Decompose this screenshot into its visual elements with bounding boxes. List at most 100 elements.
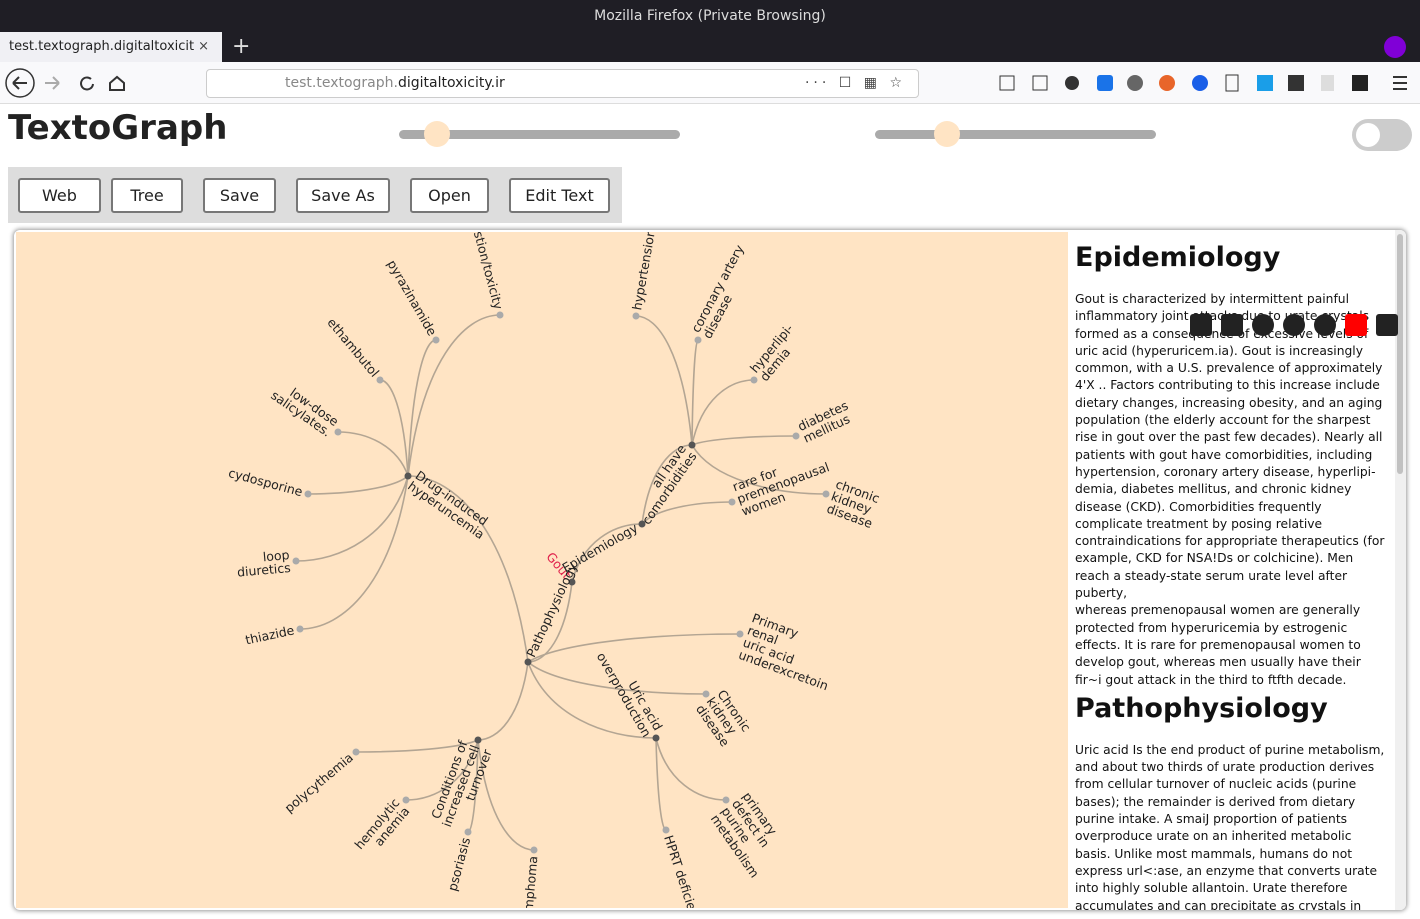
extension-icon[interactable] [1225,74,1239,92]
tab-close[interactable]: × [198,39,210,54]
node[interactable] [722,796,730,804]
node-label[interactable]: hemolyticanemia [351,795,412,860]
node[interactable] [334,428,342,436]
url-bar[interactable]: test.textograph.digitaltoxicity.ir ··· ☐… [206,69,919,98]
node-label[interactable]: all havecomorbidities [628,441,700,527]
node-label[interactable]: Primaryrenaluric acidunderexcretoin [737,610,844,693]
toggle-switch[interactable] [1352,119,1412,151]
button[interactable]: Save [203,178,276,213]
node-label[interactable]: Conditions ofincreased cellturnover [427,738,495,834]
toolbar-icon[interactable] [1221,314,1243,336]
account-icon[interactable] [1065,76,1079,90]
node-label[interactable]: low-dosesalicylates. [268,377,341,440]
node[interactable] [728,498,736,506]
node[interactable] [474,736,482,744]
toolbar-icon[interactable] [1190,314,1212,336]
button[interactable]: Save As [296,178,390,213]
toolbar-icon[interactable] [1283,314,1305,336]
node[interactable] [496,311,504,319]
new-tab[interactable]: + [232,34,251,59]
button[interactable]: Web [18,178,101,213]
node[interactable] [792,432,800,440]
node-label[interactable]: diabetesmellitus [795,398,856,446]
edge [691,379,755,446]
slider-thumb[interactable] [424,121,450,147]
toolbar-icon[interactable] [1314,314,1336,336]
slider-thumb[interactable] [934,121,960,147]
node[interactable] [464,828,472,836]
node[interactable] [652,734,660,742]
node[interactable] [736,630,744,638]
node-label[interactable]: polycythemia [281,750,355,816]
node[interactable] [702,690,710,698]
extension-icon[interactable] [1321,75,1334,91]
node[interactable] [694,336,702,344]
node-label[interactable]: hyperlipi-demia [747,321,806,384]
home-button[interactable] [109,75,125,91]
scrollbar[interactable] [1395,230,1406,910]
extension-icon[interactable] [1257,75,1273,91]
toolbar-icon[interactable] [1376,314,1398,336]
tab[interactable]: test.textograph.digitaltoxicity.ir × [0,32,222,62]
tab-bar: + [0,32,1420,62]
node-label[interactable]: primarydefect inpurinemetabolism [708,789,794,880]
extension-icon[interactable] [1352,75,1368,91]
node[interactable] [296,625,304,633]
node[interactable] [376,376,384,384]
sidebar-icon[interactable] [1032,75,1048,91]
slider[interactable] [875,121,1156,147]
node[interactable] [688,441,696,449]
node[interactable] [292,557,300,565]
node-label[interactable]: Pathophysiology [523,560,580,660]
button[interactable]: Edit Text [509,178,610,213]
extension-icon[interactable] [1159,75,1175,91]
button[interactable]: Open [410,178,489,213]
node-label[interactable]: loopdiuretics [235,547,291,580]
node[interactable] [432,336,440,344]
node-label[interactable]: Drug-inducedhyperuncemia [405,468,495,542]
node[interactable] [662,826,670,834]
toolbar-icon[interactable] [1252,314,1274,336]
node[interactable] [352,748,360,756]
back-button[interactable] [5,68,35,98]
node[interactable] [530,846,538,854]
node[interactable] [524,658,532,666]
library-icon[interactable] [999,75,1015,91]
node-label[interactable]: thiazide [244,622,296,647]
node[interactable] [632,312,640,320]
node[interactable] [568,578,576,586]
node-label[interactable]: hypertension [629,230,658,311]
scrollbar-thumb[interactable] [1397,234,1403,474]
node-label[interactable]: ethambutol [324,315,382,380]
node[interactable] [822,490,830,498]
slider[interactable] [399,121,680,147]
node-label[interactable]: Uric acidoverproduction [594,643,666,740]
node-label[interactable]: coronary arterydisease [688,242,759,341]
node[interactable] [304,490,312,498]
node[interactable] [750,376,758,384]
menu-button[interactable] [1393,76,1407,90]
extension-icon[interactable] [1288,75,1304,91]
node-label[interactable]: cydosporine [227,465,305,499]
button[interactable]: Tree [111,178,183,213]
graph-canvas[interactable]: Gout Epidemiology Pathophysiology all havec… [16,230,1068,910]
extension-icon[interactable] [1097,75,1113,91]
node-label[interactable]: pyrazinamide [384,257,440,338]
node[interactable] [402,796,410,804]
node-label[interactable]: Chronickidneydisease [693,687,754,750]
toolbar-icon[interactable] [1345,314,1367,336]
extension-icon[interactable] [1127,75,1143,91]
node[interactable] [404,472,412,480]
node-label[interactable]: chronickidneydisease [825,476,884,531]
node-label[interactable]: lymphoma [520,855,541,910]
node-label[interactable]: HPRT deficiency [661,833,706,910]
node-label[interactable]: rare forpremenopausalwomen [730,447,835,519]
node-label[interactable]: ingestion/toxicity [464,230,506,312]
nodes [292,311,830,854]
page-actions[interactable]: ··· ☐ ▦ ☆ [804,75,906,91]
extension-icon[interactable] [1192,75,1208,91]
reload-button[interactable] [80,76,94,91]
node-label[interactable]: psoriasis [445,836,474,893]
forward-button[interactable] [45,76,60,90]
node[interactable] [638,520,646,528]
